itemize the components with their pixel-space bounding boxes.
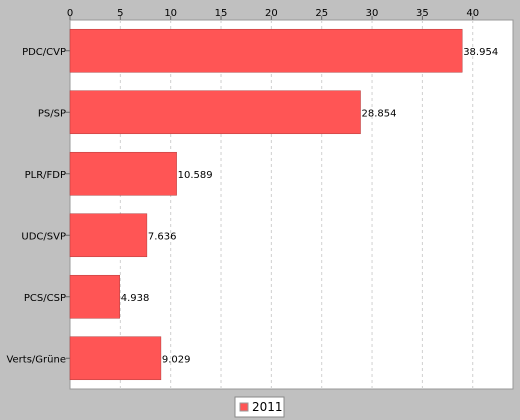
legend-label: 2011 <box>252 400 283 414</box>
bar-pcs-csp <box>69 274 120 319</box>
data-label: 9.029 <box>162 354 191 365</box>
bar-udc-svp <box>69 213 148 258</box>
category-label: Verts/Grüne <box>6 354 66 365</box>
bar-pdc-cvp <box>69 28 463 73</box>
bar-series <box>69 28 463 381</box>
category-label: PS/SP <box>38 108 66 119</box>
bar-ps-sp <box>69 90 361 135</box>
category-label: UDC/SVP <box>21 231 66 242</box>
bar-plr-fdp <box>69 151 177 196</box>
category-label: PDC/CVP <box>22 47 66 58</box>
data-label: 7.636 <box>148 231 177 242</box>
data-label: 10.589 <box>178 170 213 181</box>
category-labels: PDC/CVP PS/SP PLR/FDP UDC/SVP PCS/CSP Verts/G… <box>6 47 70 365</box>
x-tick-label: 10 <box>164 8 177 19</box>
data-labels: 38.954 28.854 10.589 7.636 4.938 9.029 <box>121 47 498 366</box>
data-label: 28.854 <box>362 108 397 119</box>
x-tick-label: 30 <box>366 8 379 19</box>
legend: 2011 <box>234 396 285 418</box>
plot-area <box>69 19 514 390</box>
data-label: 4.938 <box>121 293 150 304</box>
x-tick-label: 40 <box>466 8 479 19</box>
x-axis: 0 5 10 15 20 25 30 35 40 <box>67 8 479 20</box>
x-tick-label: 20 <box>265 8 278 19</box>
category-label: PLR/FDP <box>25 170 66 181</box>
bar-verts-gr-ne <box>69 336 162 381</box>
category-label: PCS/CSP <box>24 293 66 304</box>
x-tick-label: 25 <box>315 8 328 19</box>
legend-swatch <box>239 402 249 412</box>
gridlines <box>119 20 474 389</box>
data-label: 38.954 <box>463 47 498 58</box>
x-tick-label: 35 <box>416 8 429 19</box>
x-tick-label: 0 <box>67 8 73 19</box>
x-tick-label: 5 <box>117 8 123 19</box>
x-tick-label: 15 <box>215 8 228 19</box>
legend-box <box>234 396 285 418</box>
